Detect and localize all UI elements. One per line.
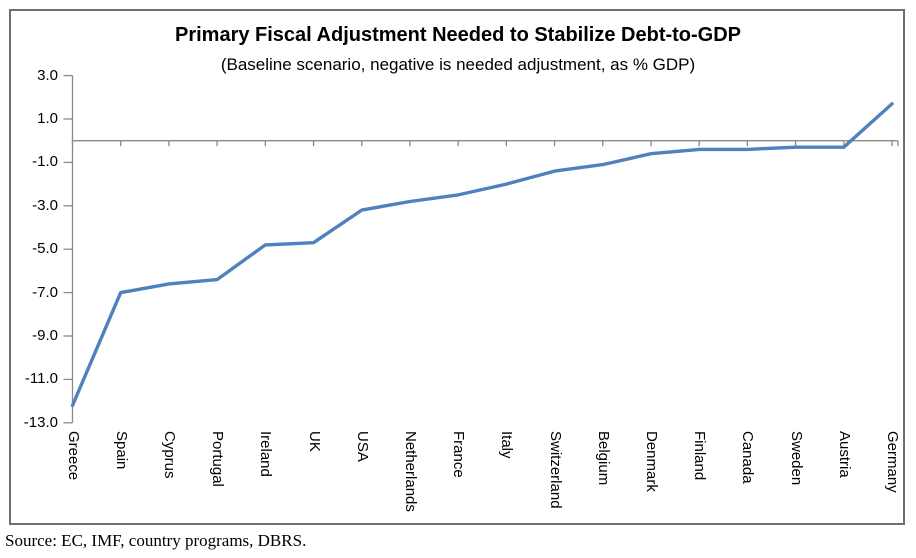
chart-title: Primary Fiscal Adjustment Needed to Stab… xyxy=(174,24,742,46)
y-axis-tick-label: -1.0 xyxy=(32,153,58,171)
y-axis-tick-label: -9.0 xyxy=(32,327,58,344)
y-axis-tick-label: 3.0 xyxy=(37,66,58,84)
y-axis-tick-label: -11.0 xyxy=(24,370,58,388)
x-axis-category-label: Sweden xyxy=(787,431,805,486)
x-axis-category-label: Greece xyxy=(64,431,82,481)
x-axis-category-label: Ireland xyxy=(257,431,275,477)
x-axis-category-label: Austria xyxy=(835,431,853,478)
x-axis-category-label: Germany xyxy=(884,431,901,493)
x-axis-category-label: Netherlands xyxy=(401,431,419,512)
x-axis-category-label: Canada xyxy=(739,431,757,484)
y-axis-tick-label: -13.0 xyxy=(23,413,58,431)
x-axis-category-label: Portugal xyxy=(209,431,227,487)
x-axis-category-label: Finland xyxy=(691,431,709,481)
x-axis-category-label: UK xyxy=(305,431,323,452)
y-axis-tick-label: -7.0 xyxy=(32,283,58,301)
x-axis-category-label: Denmark xyxy=(642,431,660,492)
x-axis-category-label: Spain xyxy=(112,431,130,470)
y-axis-tick-label: -3.0 xyxy=(32,196,58,214)
source-note: Source: EC, IMF, country programs, DBRS. xyxy=(5,531,307,550)
y-axis-tick-label: 1.0 xyxy=(37,110,58,127)
x-axis-category-label: France xyxy=(450,431,468,478)
y-axis-tick-label: -5.0 xyxy=(32,240,58,258)
x-axis-category-label: Belgium xyxy=(594,431,612,486)
x-axis-category-label: Cyprus xyxy=(160,431,178,479)
chart-subtitle: (Baseline scenario, negative is needed a… xyxy=(220,55,696,74)
x-axis-category-label: USA xyxy=(353,431,371,462)
x-axis-category-label: Switzerland xyxy=(546,431,564,509)
x-axis-category-label: Italy xyxy=(498,431,516,459)
